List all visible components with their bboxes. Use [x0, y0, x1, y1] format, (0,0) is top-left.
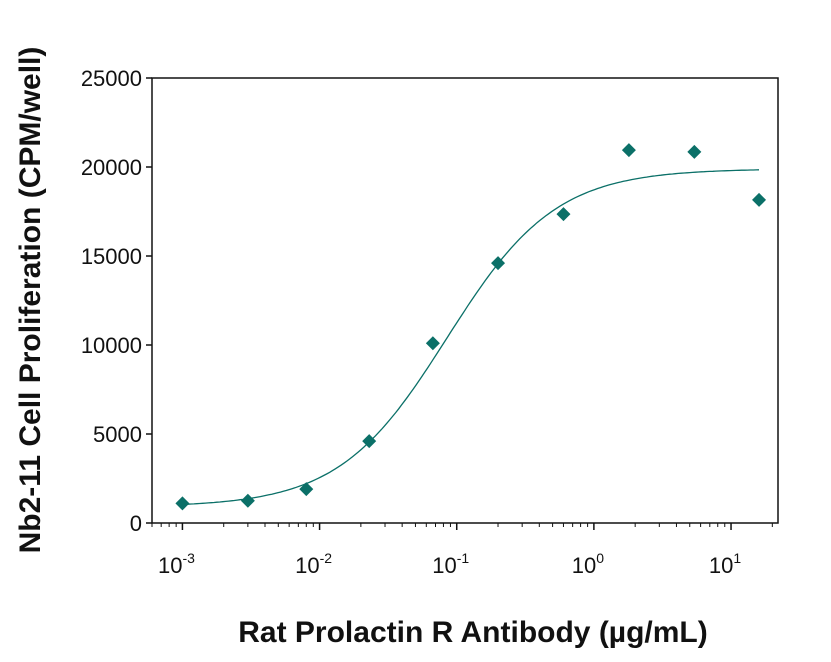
- plot-frame: [151, 77, 779, 524]
- y-tick-label: 10000: [81, 333, 142, 358]
- y-tick-label: 0: [130, 511, 142, 536]
- y-tick-label: 5000: [93, 422, 142, 447]
- x-tick-label: 101: [709, 550, 741, 578]
- y-tick-label: 20000: [81, 155, 142, 180]
- y-tick-label: 25000: [81, 66, 142, 91]
- x-tick-label: 10-1: [432, 550, 469, 578]
- data-point: [425, 336, 440, 351]
- data-point: [491, 256, 506, 271]
- data-point: [299, 482, 314, 497]
- x-tick-label: 10-3: [158, 550, 195, 578]
- x-axis-title: Rat Prolactin R Antibody (µg/mL): [238, 616, 708, 649]
- fit-curve: [182, 169, 760, 506]
- x-tick-label: 100: [572, 550, 604, 578]
- data-point: [621, 143, 636, 158]
- data-point: [240, 493, 255, 508]
- data-point: [556, 207, 571, 222]
- data-point: [175, 496, 190, 511]
- y-axis-title: Nb2-11 Cell Proliferation (CPM/well): [14, 47, 47, 554]
- data-point: [687, 144, 702, 159]
- data-point: [752, 192, 767, 207]
- x-tick-label: 10-2: [295, 550, 332, 578]
- y-tick-label: 15000: [81, 244, 142, 269]
- data-point: [362, 434, 377, 449]
